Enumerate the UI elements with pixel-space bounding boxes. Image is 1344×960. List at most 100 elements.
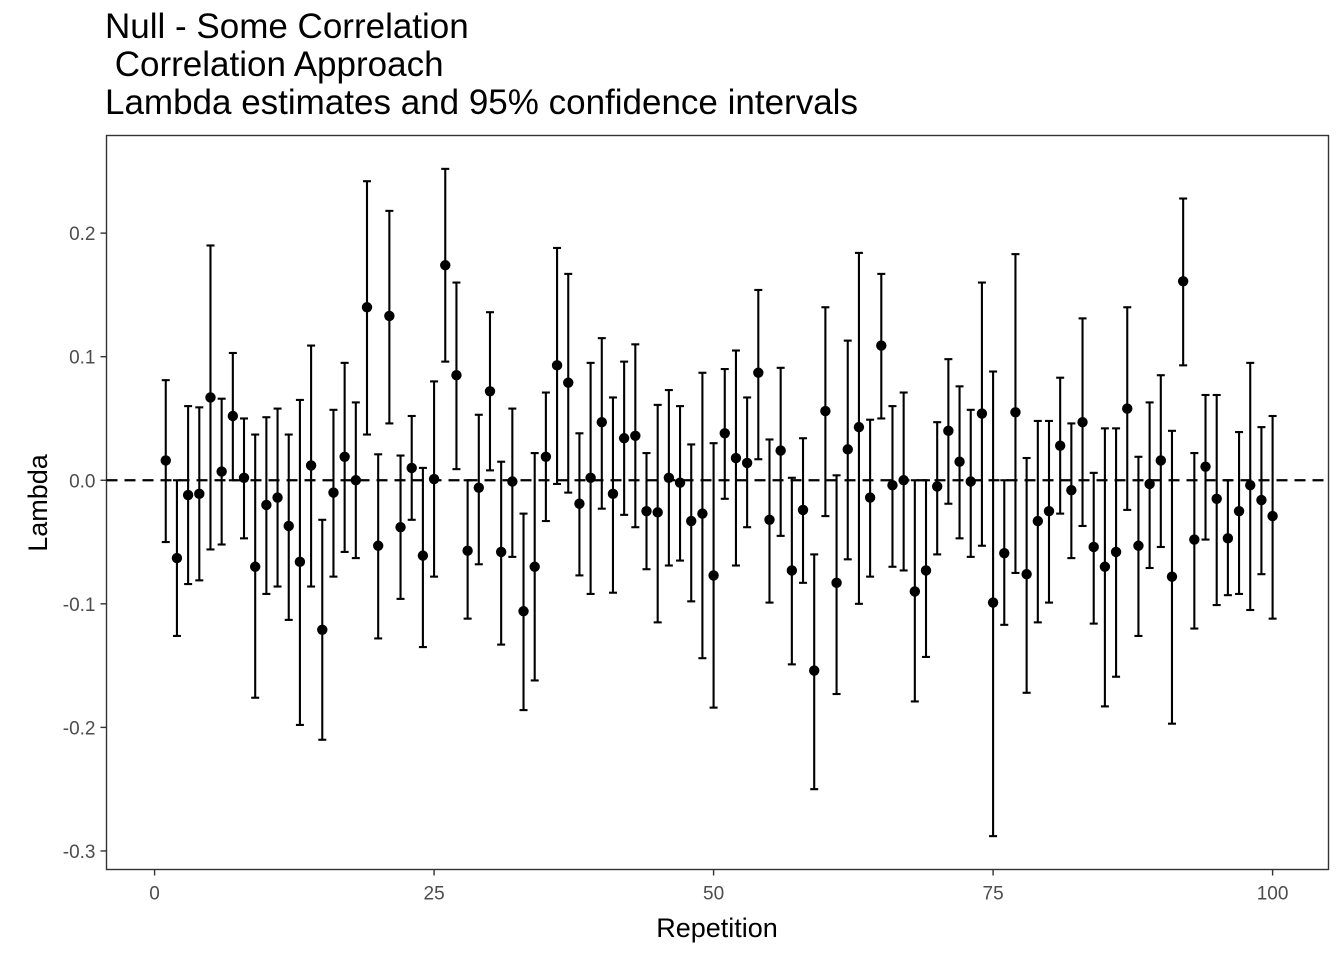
title-line-1: Null - Some Correlation	[105, 7, 469, 46]
lambda-point	[205, 392, 216, 403]
lambda-point	[1077, 416, 1088, 428]
lambda-point	[730, 452, 742, 464]
lambda-point	[384, 310, 395, 322]
lambda-point	[1245, 480, 1256, 491]
lambda-point	[764, 514, 775, 525]
lambda-point	[350, 475, 362, 486]
lambda-point	[1267, 510, 1278, 522]
lambda-point	[473, 482, 485, 493]
y-tick-label: 0.2	[69, 224, 95, 245]
lambda-point	[641, 505, 652, 517]
y-axis-title: Lambda	[23, 453, 53, 552]
y-tick-label: -0.3	[63, 842, 96, 863]
x-axis-title: Repetition	[656, 913, 778, 943]
x-tick-label: 25	[424, 884, 445, 905]
lambda-point	[495, 546, 507, 558]
lambda-point	[406, 462, 417, 474]
lambda-point	[920, 565, 932, 576]
lambda-point	[261, 499, 272, 511]
lambda-point	[1088, 541, 1099, 553]
lambda-point	[182, 489, 194, 501]
lambda-point	[417, 550, 429, 561]
x-tick-label: 75	[983, 884, 1004, 905]
lambda-point	[954, 456, 965, 467]
lambda-point	[741, 457, 753, 469]
lambda-point	[1189, 534, 1200, 545]
lambda-point	[563, 377, 574, 388]
lambda-point	[395, 522, 406, 533]
lambda-point	[831, 577, 842, 589]
lambda-point	[372, 540, 384, 551]
lambda-point	[809, 665, 820, 676]
lambda-point	[1233, 505, 1245, 517]
lambda-point	[909, 586, 921, 597]
lambda-point	[786, 565, 798, 576]
lambda-point	[931, 481, 943, 492]
x-tick-label: 50	[703, 884, 724, 905]
lambda-point	[328, 487, 339, 498]
lambda-point	[317, 624, 328, 635]
lambda-point	[507, 476, 518, 487]
lambda-point	[630, 430, 641, 441]
lambda-point	[719, 428, 730, 439]
lambda-point	[294, 556, 306, 568]
lambda-point	[1032, 515, 1044, 527]
lambda-point	[965, 476, 976, 487]
lambda-point	[797, 504, 809, 516]
lambda-point	[775, 445, 786, 456]
x-tick-label: 100	[1257, 884, 1289, 905]
lambda-point	[585, 472, 596, 483]
lambda-point	[898, 475, 909, 486]
lambda-point	[686, 515, 697, 527]
lambda-point	[697, 508, 708, 519]
lambda-point	[1200, 461, 1211, 472]
lambda-point	[1110, 546, 1122, 558]
lambda-point	[529, 561, 540, 572]
lambda-point	[708, 570, 719, 581]
lambda-point	[864, 492, 876, 503]
lambda-point	[551, 360, 563, 371]
lambda-point	[753, 367, 764, 378]
lambda-point	[171, 552, 183, 564]
lambda-point	[339, 451, 350, 462]
lambda-point	[227, 410, 239, 422]
lambda-point	[305, 460, 317, 471]
lambda-point	[283, 520, 294, 532]
lambda-point	[1122, 403, 1133, 414]
lambda-point	[1099, 561, 1111, 572]
lambda-point	[1166, 571, 1178, 582]
y-tick-label: -0.2	[63, 718, 96, 739]
lambda-point	[842, 444, 853, 455]
lambda-point	[943, 425, 954, 437]
y-tick-label: 0.1	[69, 348, 95, 369]
lambda-point	[451, 370, 462, 381]
y-tick-label: 0.0	[69, 471, 95, 492]
lambda-point	[1256, 494, 1267, 506]
lambda-point	[1133, 540, 1144, 551]
lambda-point	[1054, 440, 1066, 451]
x-tick-label: 0	[149, 884, 160, 905]
lambda-point	[238, 472, 250, 483]
lambda-point	[1043, 505, 1055, 517]
lambda-point	[663, 472, 675, 483]
lambda-point	[1010, 407, 1021, 418]
lambda-point	[1021, 568, 1032, 580]
plot-panel	[105, 134, 1330, 871]
title-line-2: Correlation Approach	[105, 45, 444, 84]
lambda-point	[1144, 478, 1155, 490]
lambda-point	[887, 480, 898, 491]
lambda-point	[484, 386, 496, 397]
lambda-point	[540, 451, 552, 462]
lambda-point	[361, 302, 373, 313]
lambda-point	[674, 477, 686, 488]
title-line-3: Lambda estimates and 95% confidence inte…	[105, 83, 858, 122]
lambda-point	[652, 507, 663, 518]
lambda-point	[216, 466, 227, 477]
lambda-point	[607, 488, 619, 500]
lambda-point	[999, 547, 1010, 559]
lambda-point	[272, 492, 283, 503]
lambda-point	[428, 473, 440, 485]
lambda-point	[462, 545, 473, 556]
lambda-point	[618, 433, 630, 444]
lambda-point	[1222, 533, 1234, 544]
